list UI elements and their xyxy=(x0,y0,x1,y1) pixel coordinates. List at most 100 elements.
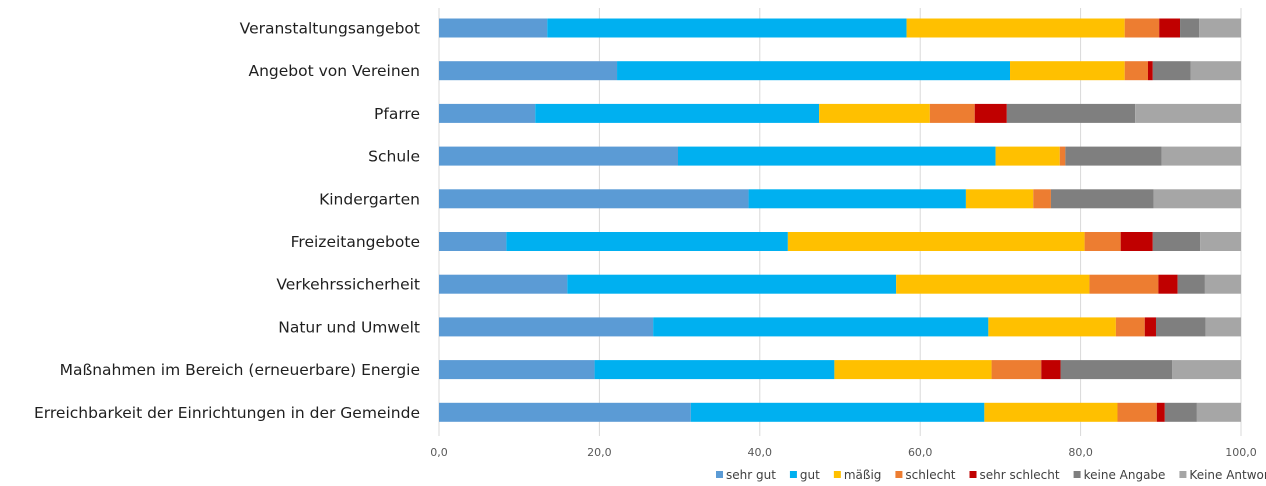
bar-segment xyxy=(1155,317,1206,337)
bar-segment xyxy=(594,360,835,380)
x-tick-labels: 0,0 20,0 40,0 60,0 80,0 100,0 xyxy=(430,446,1257,459)
x-tick-label: 100,0 xyxy=(1225,446,1257,459)
bar-segment xyxy=(1156,402,1165,422)
bar-segment xyxy=(1033,189,1051,209)
legend: sehr gut gut mäßig schlecht sehr schlecht kei… xyxy=(716,468,1266,482)
bar-segment xyxy=(1172,360,1241,380)
bar-segment xyxy=(506,232,788,251)
legend-label: sehr schlecht xyxy=(980,468,1060,482)
x-tick-label: 20,0 xyxy=(587,446,612,459)
legend-swatch xyxy=(716,471,723,478)
bar-segment xyxy=(439,18,548,38)
category-label: Angebot von Vereinen xyxy=(248,62,420,80)
bar-segment xyxy=(1135,103,1241,123)
bar-segment xyxy=(1199,18,1241,38)
legend-label: sehr gut xyxy=(726,468,776,482)
bar-segment xyxy=(995,146,1060,166)
bar-segment xyxy=(1164,402,1197,422)
bar-segment xyxy=(906,18,1125,38)
category-label: Kindergarten xyxy=(319,190,420,208)
bar-segment xyxy=(617,61,1011,81)
bar-segment xyxy=(1159,18,1181,38)
category-label: Erreichbarkeit der Einrichtungen in der … xyxy=(34,404,420,422)
legend-swatch xyxy=(789,471,797,478)
x-tick-label: 40,0 xyxy=(748,446,773,459)
bar-segment xyxy=(690,402,985,422)
bar-segment xyxy=(535,103,820,123)
bar-segment xyxy=(439,360,595,380)
bars xyxy=(439,18,1241,422)
bar-segment xyxy=(748,189,966,209)
bar-segment xyxy=(677,146,996,166)
category-label: Schule xyxy=(368,148,420,166)
bar-segment xyxy=(1084,232,1121,251)
bar-segment xyxy=(1161,146,1241,166)
bar-segment xyxy=(1147,61,1153,81)
bar-segment xyxy=(439,146,678,166)
bar-segment xyxy=(819,103,930,123)
category-label: Maßnahmen im Bereich (erneuerbare) Energ… xyxy=(60,361,420,379)
legend-swatch xyxy=(1179,471,1187,478)
category-label: Verkehrssicherheit xyxy=(276,276,420,294)
bar-segment xyxy=(1041,360,1061,380)
bar-segment xyxy=(439,189,749,209)
bar-segment xyxy=(547,18,907,38)
bar-segment xyxy=(965,189,1034,209)
bar-segment xyxy=(1124,61,1148,81)
bar-segment xyxy=(1152,61,1191,81)
category-labels: Veranstaltungsangebot Angebot von Vereine… xyxy=(34,20,420,422)
x-tick-label: 0,0 xyxy=(430,446,448,459)
bar-segment xyxy=(439,317,654,337)
bar-segment xyxy=(1153,189,1241,209)
category-label: Natur und Umwelt xyxy=(278,318,420,336)
bar-segment xyxy=(1050,189,1154,209)
bar-segment xyxy=(1200,232,1241,251)
bar-segment xyxy=(988,317,1116,337)
category-label: Pfarre xyxy=(374,105,420,123)
bar-segment xyxy=(1065,146,1162,166)
bar-segment xyxy=(1144,317,1156,337)
bar-segment xyxy=(1152,232,1201,251)
bar-segment xyxy=(974,103,1007,123)
bar-segment xyxy=(896,274,1090,294)
legend-label: schlecht xyxy=(905,468,955,482)
bar-segment xyxy=(929,103,975,123)
bar-segment xyxy=(439,274,568,294)
legend-label: mäßig xyxy=(844,468,882,482)
bar-segment xyxy=(1060,360,1173,380)
bar-segment xyxy=(991,360,1042,380)
bar-segment xyxy=(1089,274,1159,294)
bar-segment xyxy=(1177,274,1205,294)
bar-segment xyxy=(1059,146,1066,166)
bar-segment xyxy=(1115,317,1145,337)
legend-label: keine Angabe xyxy=(1084,468,1166,482)
legend-swatch xyxy=(1073,471,1081,478)
bar-segment xyxy=(1205,317,1241,337)
category-label: Veranstaltungsangebot xyxy=(240,20,420,38)
legend-swatch xyxy=(969,471,977,478)
bar-segment xyxy=(439,61,618,81)
bar-segment xyxy=(787,232,1085,251)
bar-segment xyxy=(439,232,507,251)
bar-segment xyxy=(1190,61,1241,81)
bar-segment xyxy=(834,360,992,380)
bar-segment xyxy=(1204,274,1241,294)
bar-segment xyxy=(1010,61,1125,81)
bar-segment xyxy=(1117,402,1157,422)
bar-segment xyxy=(567,274,897,294)
category-label: Freizeitangebote xyxy=(291,233,420,251)
bar-segment xyxy=(1006,103,1136,123)
bar-segment xyxy=(1180,18,1200,38)
bar-segment xyxy=(1124,18,1160,38)
legend-swatch xyxy=(833,471,841,478)
bar-segment xyxy=(653,317,989,337)
legend-label: Keine Antwort xyxy=(1189,468,1266,482)
bar-segment xyxy=(984,402,1118,422)
x-tick-label: 60,0 xyxy=(908,446,933,459)
x-tick-label: 80,0 xyxy=(1068,446,1093,459)
legend-swatch xyxy=(895,471,903,478)
bar-segment xyxy=(439,103,536,123)
bar-segment xyxy=(1120,232,1153,251)
legend-label: gut xyxy=(800,468,820,482)
